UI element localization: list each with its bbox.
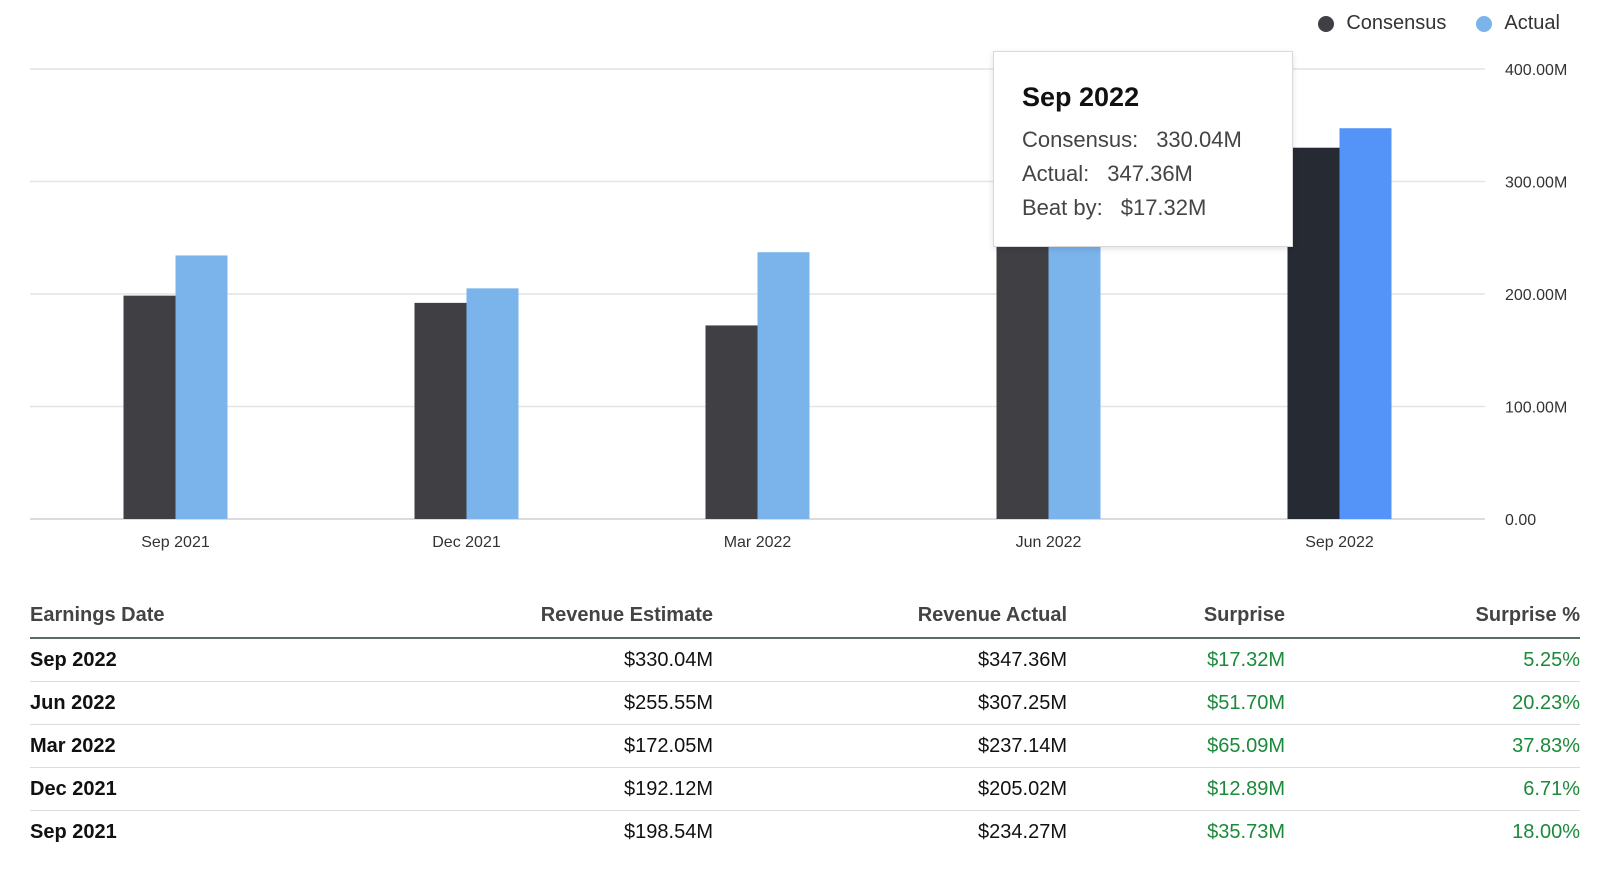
cell-estimate: $198.54M	[624, 820, 713, 843]
bar-actual	[757, 252, 810, 519]
cell-surprise-pct: 6.71%	[1285, 767, 1580, 811]
y-tick-label: 200.00M	[1505, 287, 1567, 304]
cell-date: Jun 2022	[30, 681, 330, 725]
tooltip-beat-value: $17.32M	[1120, 195, 1207, 220]
table-header-row: Earnings Date Revenue Estimate Revenue A…	[30, 594, 1580, 639]
cell-actual: $237.14M	[713, 724, 1067, 768]
cell-surprise: $51.70M	[1067, 681, 1285, 725]
bar-actual	[175, 255, 228, 520]
bar-consensus	[414, 302, 467, 519]
header-earnings-date[interactable]: Earnings Date	[30, 594, 330, 639]
x-tick-label: Mar 2022	[724, 534, 792, 551]
legend-label-actual: Actual	[1504, 12, 1560, 34]
earnings-table: Earnings Date Revenue Estimate Revenue A…	[30, 594, 1580, 853]
table-row: Dec 2021 $192.12M $205.02M $12.89M 6.71%	[30, 767, 1580, 811]
cell-surprise-pct: 37.83%	[1285, 724, 1580, 768]
legend-label-consensus: Consensus	[1346, 12, 1447, 34]
y-tick-label: 400.00M	[1505, 62, 1567, 79]
y-tick-label: 0.00	[1505, 512, 1536, 529]
cell-surprise-pct: 5.25%	[1285, 638, 1580, 682]
cell-surprise: $12.89M	[1067, 767, 1285, 811]
tooltip-beat-label: Beat by:	[1022, 195, 1103, 220]
legend-item-consensus[interactable]: Consensus	[1318, 12, 1446, 35]
cell-surprise: $35.73M	[1207, 820, 1285, 843]
tooltip-title: Sep 2022	[1022, 82, 1140, 112]
tooltip-actual-row: Actual: 347.36M	[1022, 157, 1264, 191]
x-tick-label: Jun 2022	[1016, 534, 1082, 551]
header-revenue-actual[interactable]: Revenue Actual	[713, 594, 1067, 639]
bar-consensus	[1287, 147, 1340, 519]
x-tick-label: Sep 2022	[1305, 534, 1374, 551]
bar-consensus	[705, 325, 758, 519]
cell-surprise-pct: 18.00%	[1512, 820, 1580, 843]
table-row: Jun 2022 $255.55M $307.25M $51.70M 20.23…	[30, 681, 1580, 725]
chart-legend: Consensus Actual	[1318, 12, 1560, 35]
legend-item-actual[interactable]: Actual	[1476, 12, 1560, 35]
chart-tooltip: Sep 2022 Consensus: 330.04M Actual: 347.36…	[993, 51, 1293, 247]
cell-date: Dec 2021	[30, 767, 330, 811]
legend-dot-actual	[1476, 15, 1493, 32]
header-surprise-pct[interactable]: Surprise %	[1285, 594, 1580, 639]
revenue-bar-chart: 0.00 100.00M 200.00M 300.00M 400.00M Sep 2021…	[30, 62, 1567, 551]
tooltip-actual-label: Actual:	[1022, 161, 1090, 186]
cell-actual: $347.36M	[713, 638, 1067, 682]
table-row: Sep 2022 $330.04M $347.36M $17.32M 5.25%	[30, 638, 1580, 682]
tooltip-consensus-value: 330.04M	[1156, 127, 1242, 152]
cell-estimate: $172.05M	[330, 724, 713, 768]
cell-estimate: $330.04M	[330, 638, 713, 682]
table-row: Mar 2022 $172.05M $237.14M $65.09M 37.83…	[30, 724, 1580, 768]
cell-surprise: $17.32M	[1067, 638, 1285, 682]
tooltip-consensus-row: Consensus: 330.04M	[1022, 123, 1264, 157]
cell-date: Sep 2021	[30, 820, 117, 843]
header-surprise[interactable]: Surprise	[1067, 594, 1285, 639]
cell-actual: $205.02M	[713, 767, 1067, 811]
bar-consensus	[996, 231, 1049, 519]
x-tick-label: Sep 2021	[141, 534, 210, 551]
cell-surprise: $65.09M	[1067, 724, 1285, 768]
tooltip-actual-value: 347.36M	[1107, 161, 1193, 186]
tooltip-consensus-label: Consensus:	[1022, 127, 1139, 152]
cell-actual: $234.27M	[978, 820, 1067, 843]
tooltip-beat-row: Beat by: $17.32M	[1022, 191, 1264, 225]
y-tick-label: 100.00M	[1505, 400, 1567, 417]
y-tick-label: 300.00M	[1505, 175, 1567, 192]
cell-estimate: $192.12M	[330, 767, 713, 811]
cell-surprise-pct: 20.23%	[1285, 681, 1580, 725]
cell-date: Sep 2022	[30, 638, 330, 682]
bar-actual	[1339, 128, 1392, 519]
cell-date: Mar 2022	[30, 724, 330, 768]
bar-actual	[466, 288, 519, 519]
cell-actual: $307.25M	[713, 681, 1067, 725]
cell-estimate: $255.55M	[330, 681, 713, 725]
table-row: Sep 2021 $198.54M $234.27M $35.73M 18.00…	[30, 811, 1580, 854]
header-revenue-estimate[interactable]: Revenue Estimate	[330, 594, 713, 639]
x-tick-label: Dec 2021	[432, 534, 501, 551]
legend-dot-consensus	[1318, 15, 1335, 32]
bar-consensus	[123, 295, 176, 519]
